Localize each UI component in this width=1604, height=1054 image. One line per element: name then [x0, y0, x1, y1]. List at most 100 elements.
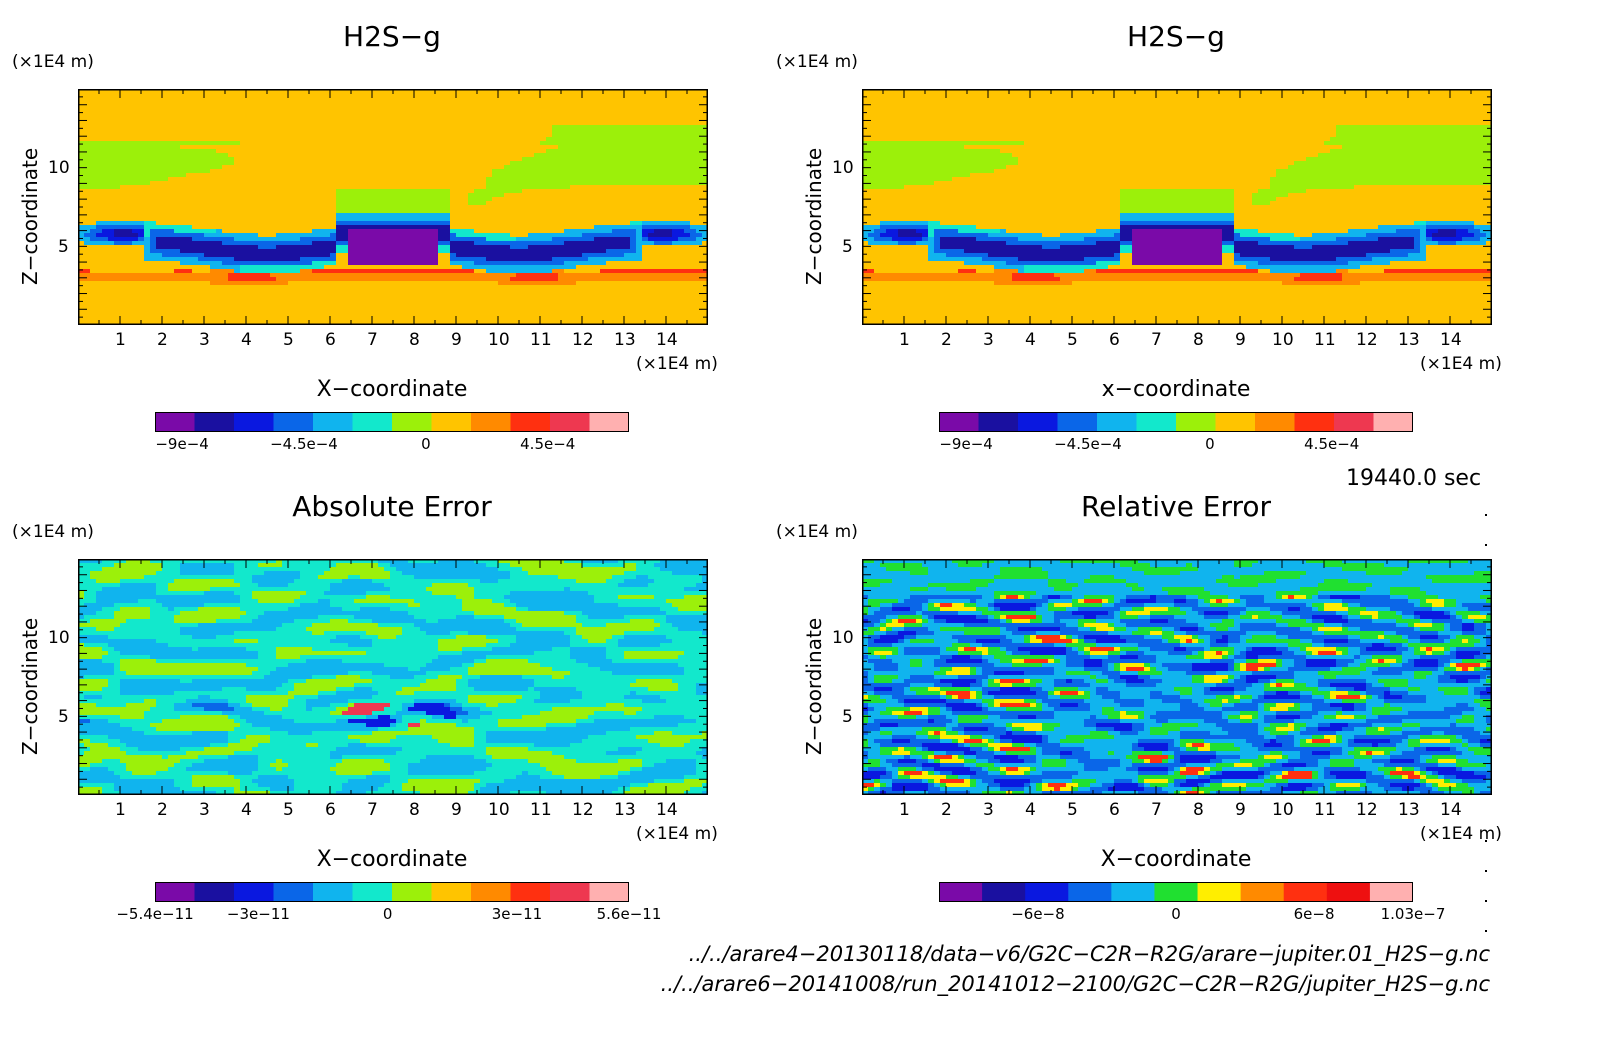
x-tick-8: 8: [1193, 330, 1204, 350]
colorbar-label: −6e−8: [1011, 905, 1064, 923]
y-axis-label: Z−coordinate: [18, 618, 42, 755]
x-tick-6: 6: [325, 330, 336, 350]
x-tick-5: 5: [283, 330, 294, 350]
x-tick-14: 14: [656, 800, 678, 820]
colorbar-level: [273, 882, 314, 902]
colorbar-level: [155, 882, 195, 902]
x-tick-9: 9: [451, 330, 462, 350]
colorbar-level: [1255, 412, 1295, 432]
colorbar-level: [234, 412, 274, 432]
colorbar-level: [234, 882, 274, 902]
separator-dot: [1485, 840, 1487, 842]
panel-title: Absolute Error: [42, 490, 742, 523]
y-axis-label: Z−coordinate: [802, 618, 826, 755]
colorbar-level: [1111, 882, 1155, 902]
colorbar-label: −5.4e−11: [116, 905, 193, 923]
x-tick-12: 12: [572, 330, 594, 350]
x-tick-4: 4: [241, 330, 252, 350]
x-tick-5: 5: [1067, 800, 1078, 820]
x-tick-6: 6: [1109, 800, 1120, 820]
colorbar-level: [431, 412, 472, 432]
x-tick-2: 2: [941, 330, 952, 350]
x-tick-8: 8: [409, 800, 420, 820]
panel-bottom-right: Relative Error (×1E4 m) Z−coordinate 10 …: [776, 470, 1564, 940]
colorbar-label: 0: [421, 435, 431, 453]
x-tick-6: 6: [325, 800, 336, 820]
colorbar-level: [1369, 882, 1413, 902]
x-tick-10: 10: [488, 330, 510, 350]
field-cells: [862, 559, 1492, 795]
colorbar-level: [392, 412, 432, 432]
x-tick-5: 5: [1067, 330, 1078, 350]
field-cells: [862, 89, 1492, 325]
heatmap-absolute-error: [78, 559, 708, 795]
colorbar-label: 0: [383, 905, 393, 923]
colorbar-level: [471, 412, 511, 432]
x-tick-13: 13: [614, 330, 636, 350]
colorbar-label: −9e−4: [155, 435, 208, 453]
colorbar-level: [1215, 412, 1256, 432]
x-tick-13: 13: [614, 800, 636, 820]
colorbar-level: [1018, 412, 1058, 432]
x-tick-14: 14: [1440, 330, 1462, 350]
x-tick-11: 11: [530, 800, 552, 820]
x-tick-9: 9: [1235, 330, 1246, 350]
x-axis-label: X−coordinate: [42, 377, 742, 402]
colorbar-label: 0: [1171, 905, 1181, 923]
colorbar-level: [939, 412, 979, 432]
separator-dot: [1485, 900, 1487, 902]
colorbar-level: [550, 412, 590, 432]
x-unit: (×1E4 m): [636, 354, 718, 374]
colorbar-label: 1.03e−7: [1381, 905, 1446, 923]
y-tick-10: 10: [48, 628, 70, 648]
x-axis-label: x−coordinate: [826, 377, 1526, 402]
x-tick-4: 4: [1025, 800, 1036, 820]
x-tick-3: 3: [983, 330, 994, 350]
x-tick-9: 9: [451, 800, 462, 820]
x-tick-10: 10: [1272, 800, 1294, 820]
colorbar-label: 5.6e−11: [597, 905, 662, 923]
y-unit: (×1E4 m): [776, 52, 858, 72]
x-tick-11: 11: [1314, 800, 1336, 820]
colorbar-level: [1283, 882, 1328, 902]
time-label: 19440.0 sec: [1346, 466, 1481, 491]
colorbar-label: −3e−11: [227, 905, 290, 923]
y-tick-10: 10: [832, 158, 854, 178]
x-tick-10: 10: [1272, 330, 1294, 350]
y-axis-label: Z−coordinate: [802, 148, 826, 285]
file-path-2: ../../arare6−20141008/run_20141012−2100/…: [661, 972, 1490, 996]
x-tick-2: 2: [157, 330, 168, 350]
x-tick-4: 4: [1025, 330, 1036, 350]
colorbar-level: [939, 882, 983, 902]
panel-title: H2S−g: [826, 20, 1526, 53]
x-tick-14: 14: [1440, 800, 1462, 820]
colorbar-level: [313, 882, 353, 902]
x-tick-3: 3: [199, 330, 210, 350]
x-tick-8: 8: [409, 330, 420, 350]
colorbar-label: 3e−11: [492, 905, 542, 923]
separator-dot: [1485, 514, 1487, 516]
y-unit: (×1E4 m): [12, 522, 94, 542]
x-tick-13: 13: [1398, 800, 1420, 820]
x-tick-7: 7: [1151, 330, 1162, 350]
x-axis-label: X−coordinate: [42, 847, 742, 872]
colorbar-frame: [939, 882, 1413, 902]
colorbar-label: −9e−4: [939, 435, 992, 453]
y-tick-5: 5: [842, 707, 853, 727]
y-tick-5: 5: [58, 237, 69, 257]
colorbar-frame: [155, 882, 629, 902]
colorbar-level: [313, 412, 353, 432]
colorbar-level: [1197, 882, 1242, 902]
colorbar-level: [982, 882, 1026, 902]
colorbar-level: [352, 882, 393, 902]
x-tick-2: 2: [157, 800, 168, 820]
x-tick-7: 7: [367, 330, 378, 350]
colorbar-level: [510, 412, 551, 432]
y-unit: (×1E4 m): [12, 52, 94, 72]
x-tick-7: 7: [367, 800, 378, 820]
colorbar-level: [1068, 882, 1112, 902]
panel-bottom-left: Absolute Error (×1E4 m) Z−coordinate 10 …: [0, 470, 780, 940]
colorbar-label: 0: [1205, 435, 1215, 453]
y-unit: (×1E4 m): [776, 522, 858, 542]
